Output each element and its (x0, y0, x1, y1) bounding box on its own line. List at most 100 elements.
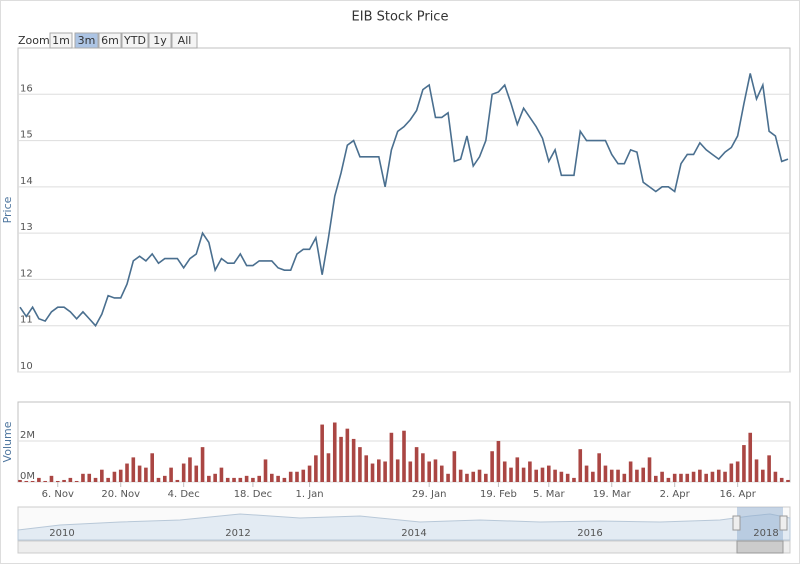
y-axis-title: Volume (1, 421, 14, 462)
volume-bar (584, 465, 589, 482)
navigator-handle[interactable] (732, 515, 741, 531)
volume-bar (194, 465, 199, 482)
volume-bar (540, 467, 545, 482)
y-tick-label: 12 (20, 268, 33, 279)
volume-bar (465, 473, 469, 482)
volume-bar (786, 479, 790, 482)
volume-bar (477, 469, 482, 482)
volume-bar (635, 469, 639, 482)
volume-bar (402, 430, 406, 482)
volume-bar (484, 473, 488, 482)
navigator-handle[interactable] (779, 515, 788, 531)
volume-bar (81, 473, 85, 482)
zoom-button-label: YTD (123, 34, 146, 47)
volume-bar (672, 473, 677, 482)
volume-bar (307, 465, 312, 482)
zoom-button[interactable]: 1m (49, 32, 73, 49)
x-tick-label: 19. Feb (480, 489, 517, 500)
volume-bar (528, 461, 532, 482)
volume-bar (691, 471, 696, 482)
volume-bar (377, 459, 381, 482)
volume-bar (754, 459, 759, 482)
zoom-label: Zoom (18, 34, 50, 47)
volume-bar (471, 471, 476, 482)
volume-bar (628, 461, 633, 482)
volume-bar (137, 465, 142, 482)
volume-bar (207, 475, 211, 482)
volume-bar (509, 467, 513, 482)
y-tick-label: 13 (20, 222, 33, 233)
zoom-button[interactable]: YTD (121, 32, 149, 49)
volume-bar (578, 449, 583, 482)
volume-bar (654, 475, 658, 482)
y-tick-label: 2M (20, 430, 35, 441)
scrollbar[interactable] (17, 540, 791, 554)
volume-bar (351, 438, 356, 482)
volume-bar (446, 473, 450, 482)
volume-bar (24, 480, 29, 482)
volume-bar (131, 457, 136, 482)
y-axis-title: Price (1, 196, 14, 223)
volume-bar (188, 457, 192, 482)
volume-bar (591, 471, 595, 482)
x-tick-label: 19. Mar (593, 489, 632, 500)
volume-bar (320, 424, 324, 482)
volume-bar (345, 428, 350, 482)
zoom-button[interactable]: 6m (98, 32, 122, 49)
volume-bar (175, 479, 180, 482)
y-tick-label: 14 (20, 176, 33, 187)
volume-bar (162, 475, 167, 482)
x-tick-label: 4. Dec (168, 489, 200, 500)
volume-bar (660, 471, 664, 482)
volume-bar (616, 469, 620, 482)
volume-bar (452, 451, 457, 482)
volume-bar (704, 473, 708, 482)
volume-bar (200, 447, 205, 482)
x-tick-label: 2. Apr (660, 489, 691, 500)
volume-bar (408, 461, 413, 482)
x-tick-label: 1. Jan (296, 489, 324, 500)
volume-bar (534, 469, 538, 482)
zoom-button[interactable]: 3m (74, 32, 99, 49)
volume-bar (257, 475, 262, 482)
volume-bar (37, 477, 41, 482)
volume-bar (421, 453, 425, 482)
volume-bar (74, 480, 79, 482)
volume-bar (288, 471, 293, 482)
zoom-button[interactable]: 1y (148, 32, 172, 49)
volume-bar (263, 459, 268, 482)
navigator-label: 2012 (225, 528, 250, 539)
volume-bar (427, 461, 431, 482)
volume-bar (144, 467, 148, 482)
volume-bar (647, 457, 652, 482)
volume-bar (496, 440, 501, 482)
zoom-button-bg (171, 32, 198, 49)
volume-bar (364, 455, 369, 482)
y-tick-label: 15 (20, 130, 33, 141)
volume-bar (100, 469, 104, 482)
price-line (19, 73, 789, 328)
volume-bar (735, 461, 740, 482)
volume-bar (622, 473, 627, 482)
volume-bar (502, 461, 507, 482)
zoom-button[interactable]: All (171, 32, 198, 49)
volume-bar (30, 480, 35, 482)
navigator-mask[interactable] (737, 507, 783, 540)
x-tick-label: 20. Nov (101, 489, 140, 500)
volume-bar (698, 469, 702, 482)
volume-bar (414, 447, 419, 482)
x-tick-label: 5. Mar (533, 489, 565, 500)
volume-bar (559, 471, 564, 482)
volume-bar (716, 469, 721, 482)
volume-bar (301, 469, 306, 482)
volume-bar (383, 461, 387, 482)
volume-bar (332, 422, 337, 482)
volume-bar (439, 465, 444, 482)
volume-bar (238, 477, 243, 482)
scrollbar-thumb[interactable] (736, 540, 784, 554)
volume-bar (251, 477, 255, 482)
volume-bar (270, 473, 274, 482)
volume-bar (748, 432, 753, 482)
volume-bar (18, 479, 22, 482)
